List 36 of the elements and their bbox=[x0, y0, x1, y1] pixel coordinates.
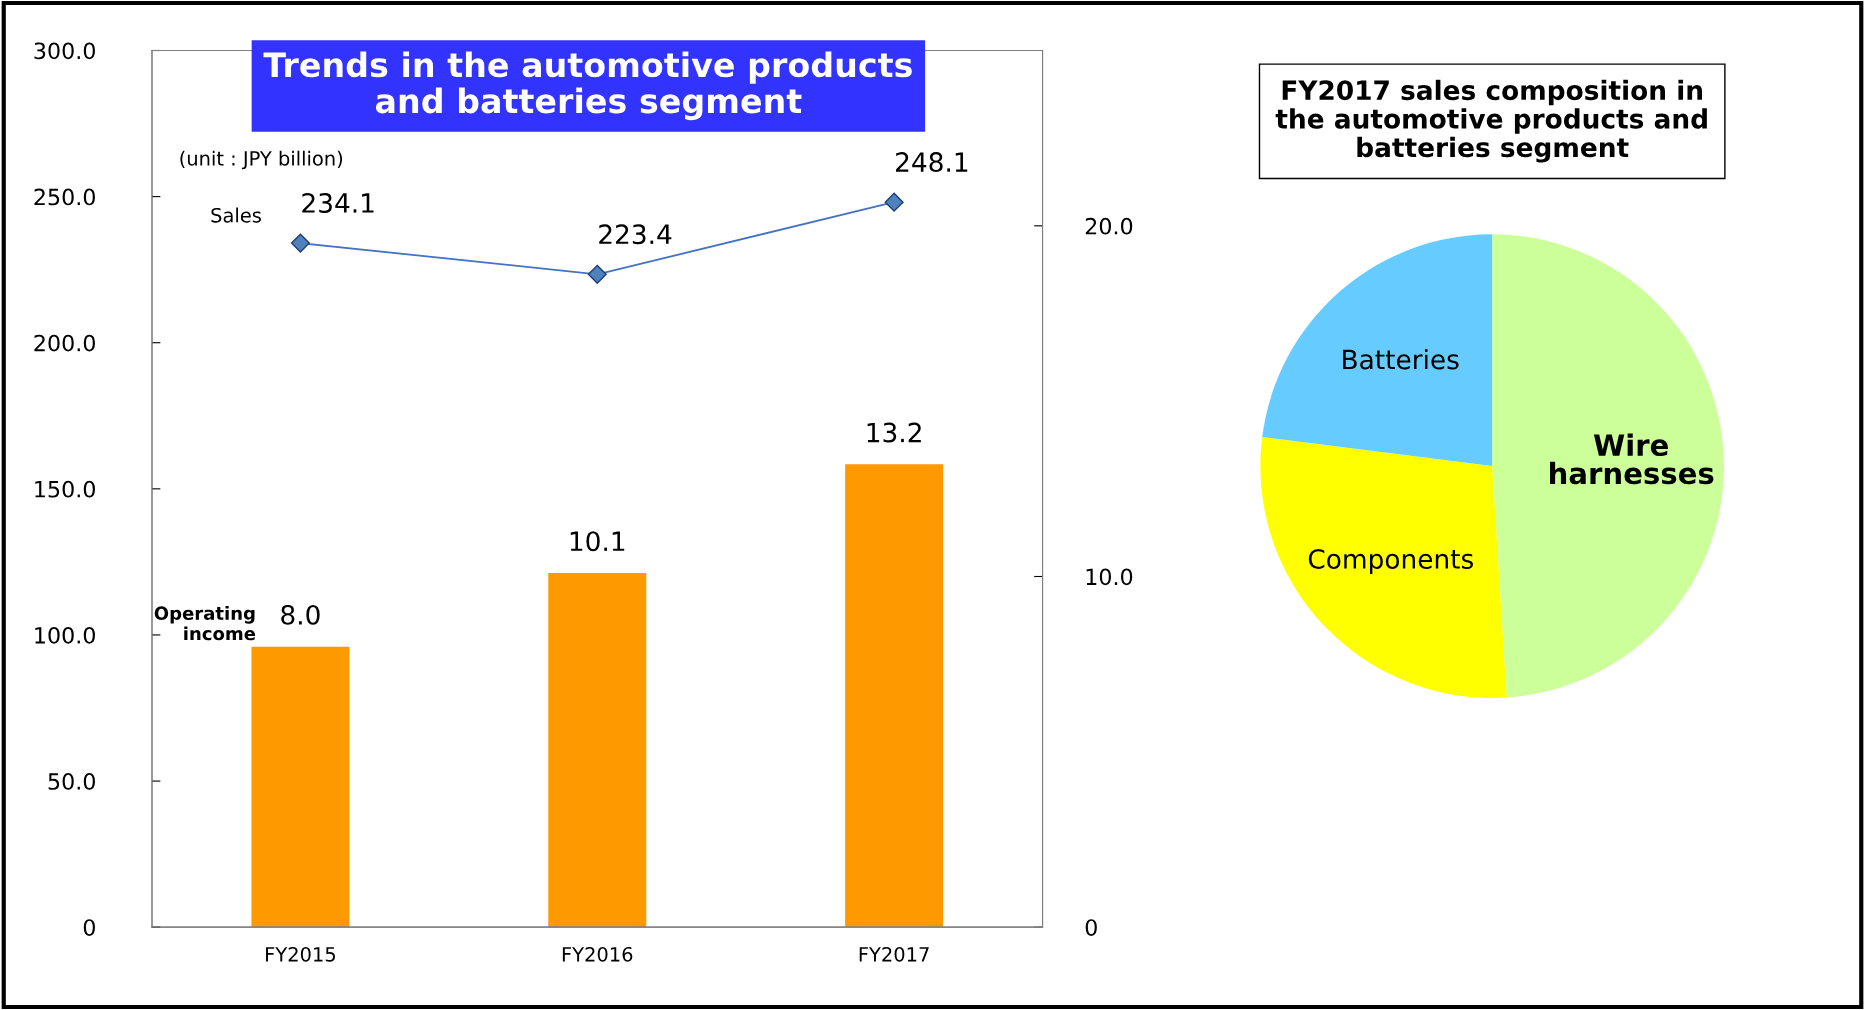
data-label: 248.1 bbox=[896, 152, 968, 173]
x-tick-label: FY2017 bbox=[859, 946, 929, 962]
y-tick-label: 250.0 bbox=[34, 188, 95, 206]
data-label: 8.0 bbox=[281, 604, 320, 625]
data-label: 234.1 bbox=[302, 193, 374, 213]
y-tick-label: 100.0 bbox=[35, 626, 95, 644]
point bbox=[884, 192, 904, 212]
series-label: Sales bbox=[211, 207, 261, 223]
data-label: 10.1 bbox=[570, 531, 625, 552]
point bbox=[290, 233, 310, 253]
point bbox=[587, 264, 607, 284]
y-tick-label: 50.0 bbox=[48, 773, 95, 790]
y-tick-label: 150.0 bbox=[35, 480, 95, 498]
slice-label: Wire harnesses bbox=[1550, 433, 1714, 485]
text: Trends in the automotive products and batteries segment bbox=[263, 51, 912, 121]
x-tick-label: FY2015 bbox=[266, 946, 335, 962]
annotation: (unit : JPY billion) bbox=[180, 150, 343, 170]
pie-slice bbox=[1262, 234, 1493, 467]
y-tick-label: 0 bbox=[83, 919, 95, 936]
y-tick-label: 200.0 bbox=[34, 334, 95, 352]
pie-slice bbox=[1260, 437, 1507, 698]
chart-title: FY2017 sales composition in the automotive products and batteries segment bbox=[1275, 79, 1707, 163]
y2-tick-label: 20.0 bbox=[1085, 217, 1133, 235]
series-label: Operating income bbox=[154, 606, 256, 641]
slice-label: Batteries bbox=[1343, 349, 1459, 370]
x-tick-label: FY2016 bbox=[562, 946, 633, 962]
data-label: 223.4 bbox=[599, 224, 672, 245]
pie-slice bbox=[1492, 234, 1724, 698]
bar bbox=[845, 464, 944, 928]
y2-tick-label: 0 bbox=[1085, 919, 1097, 936]
bar bbox=[251, 646, 350, 928]
y-tick-label: 300.0 bbox=[34, 42, 95, 60]
bar bbox=[548, 573, 647, 928]
slice-label: Components bbox=[1308, 549, 1473, 575]
data-label: 13.2 bbox=[867, 422, 921, 443]
y2-tick-label: 10.0 bbox=[1086, 568, 1133, 586]
